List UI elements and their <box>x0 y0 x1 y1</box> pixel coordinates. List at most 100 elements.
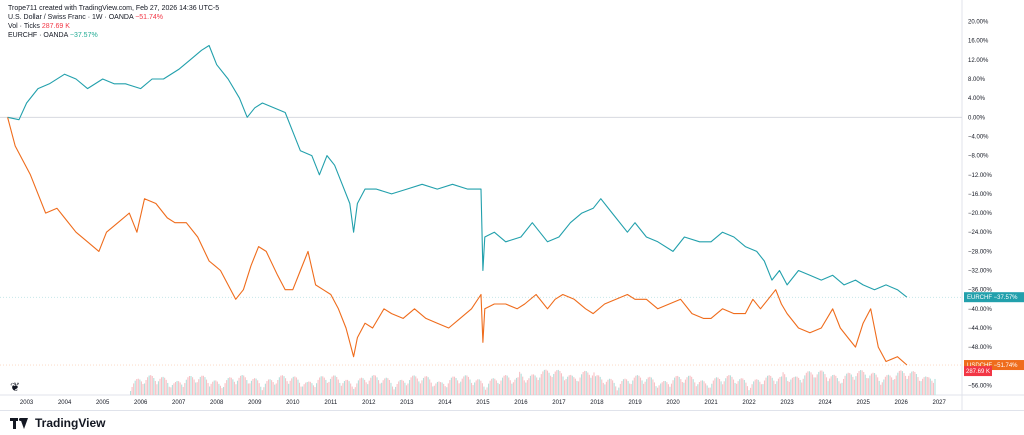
volume-bar <box>429 379 431 395</box>
volume-bar <box>909 373 911 395</box>
volume-bar <box>260 386 262 395</box>
volume-bar <box>275 383 277 395</box>
volume-bar <box>765 377 767 395</box>
volume-bar <box>139 379 141 395</box>
volume-badge <box>964 366 992 377</box>
volume-bar <box>644 381 646 395</box>
volume-bar <box>466 375 468 395</box>
volume-bar <box>412 375 414 395</box>
volume-bar <box>546 370 549 395</box>
x-tick-label: 2021 <box>704 400 718 406</box>
volume-bar <box>790 379 792 395</box>
volume-bar <box>426 376 428 395</box>
volume-bar <box>319 377 321 395</box>
volume-bar <box>395 386 397 395</box>
volume-bar <box>447 383 449 395</box>
volume-bar <box>495 380 497 395</box>
volume-bar <box>198 379 200 395</box>
volume-bar <box>813 377 815 395</box>
volume-bar <box>884 376 886 395</box>
tradingview-brand[interactable]: TradingView <box>10 416 105 430</box>
volume-bar <box>323 377 325 395</box>
volume-bar <box>263 387 265 395</box>
volume-bar <box>774 383 776 395</box>
volume-bar <box>694 382 696 395</box>
volume-bar <box>677 375 679 395</box>
volume-bar <box>269 379 271 395</box>
volume-bar <box>805 372 807 395</box>
volume-bar <box>238 377 240 395</box>
volume-bar <box>216 381 218 395</box>
x-tick-label: 2022 <box>742 400 756 406</box>
volume-bar <box>461 378 463 395</box>
volume-bar <box>317 379 319 395</box>
volume-bar <box>188 375 190 395</box>
volume-bar <box>354 387 356 395</box>
volume-bar <box>901 371 903 395</box>
y-tick-label: −20.00% <box>968 211 993 217</box>
volume-bar <box>782 372 784 395</box>
price-chart[interactable]: 20.00% 16.00% 12.00% 8.00% 4.00% 0.00% −4.00% −… <box>0 0 1024 410</box>
leaf-icon[interactable]: ❦ <box>10 380 21 394</box>
volume-bar <box>866 377 868 395</box>
volume-bar <box>469 379 471 395</box>
volume-bar <box>576 380 578 395</box>
volume-bar <box>630 384 632 395</box>
volume-bar <box>785 377 787 395</box>
volume-bar <box>725 378 727 395</box>
last-value-label: EURCHF −37.57% <box>967 295 1018 301</box>
volume-bar <box>619 383 621 395</box>
volume-bar <box>824 374 826 395</box>
volume-bar <box>176 380 178 395</box>
volume-bar <box>387 378 389 395</box>
volume-bar <box>691 376 693 395</box>
volume-bar <box>621 381 623 395</box>
volume-bar <box>362 378 364 395</box>
volume-bar <box>931 380 933 395</box>
volume-row[interactable]: Vol · Ticks 287.69 K <box>8 22 219 31</box>
volume-bar <box>257 380 259 395</box>
volume-bar <box>230 377 232 395</box>
volume-bar <box>551 377 553 395</box>
volume-bar <box>639 377 642 395</box>
volume-bar <box>410 377 412 395</box>
volume-bar <box>698 382 700 395</box>
compare-symbol-row[interactable]: EURCHF · OANDA −37.57% <box>8 31 219 40</box>
volume-bar <box>351 386 353 395</box>
volume-bar <box>779 376 781 395</box>
volume-bar <box>894 379 896 395</box>
volume-bar <box>184 383 186 395</box>
volume-bar <box>596 375 598 395</box>
x-tick-label: 2004 <box>58 400 72 406</box>
volume-bar <box>920 381 922 395</box>
volume-bar <box>285 378 287 395</box>
volume-bar <box>308 381 310 395</box>
volume-bar <box>388 380 390 395</box>
volume-bar <box>898 370 900 395</box>
volume-bar <box>171 384 173 395</box>
series-line-eurchf <box>7 44 908 298</box>
volume-bar <box>292 376 294 395</box>
volume-bar <box>303 384 305 395</box>
volume-bar <box>534 375 536 395</box>
volume-bar <box>463 376 465 395</box>
volume-bar <box>288 383 290 395</box>
volume-bar <box>918 380 921 395</box>
volume-bar <box>577 381 580 395</box>
volume-bar <box>829 378 831 395</box>
volume-bar <box>147 377 149 395</box>
volume-bar <box>732 379 735 395</box>
volume-bar <box>874 373 876 395</box>
volume-bar <box>672 380 674 395</box>
volume-bar <box>844 375 846 395</box>
volume-bar <box>174 381 177 395</box>
volume-bar <box>827 381 829 395</box>
volume-bar <box>767 375 769 395</box>
volume-bar <box>381 382 383 395</box>
main-symbol-row[interactable]: U.S. Dollar / Swiss Franc · 1W · OANDA −… <box>8 13 219 22</box>
volume-bar <box>474 382 476 395</box>
compare-symbol: EURCHF · OANDA <box>8 32 68 39</box>
volume-bar <box>261 390 263 395</box>
volume-bar <box>650 377 652 395</box>
volume-bar <box>605 381 607 395</box>
